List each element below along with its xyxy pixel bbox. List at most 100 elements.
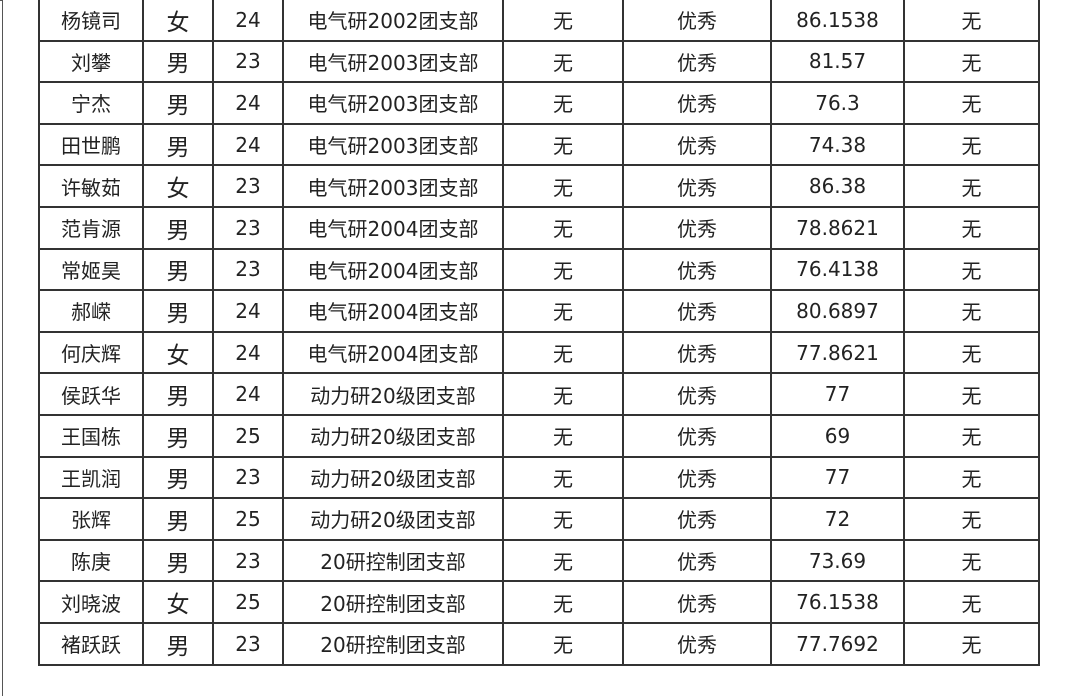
age-cell: 23 — [212, 39, 284, 84]
rating-cell: 优秀 — [622, 289, 772, 333]
rating-cell: 优秀 — [622, 81, 772, 125]
score-cell: 73.69 — [770, 538, 905, 583]
rating-cell: 优秀 — [622, 372, 772, 416]
name-cell: 田世鹏 — [38, 122, 144, 167]
age-cell: 25 — [212, 580, 284, 624]
column8-cell: 无 — [903, 372, 1040, 416]
column8-cell: 无 — [903, 289, 1040, 333]
table-row: 杨镜司女 24 电气研2002团支部无优秀 86.1538 无 — [38, 0, 1040, 42]
name-cell: 陈庚 — [38, 538, 144, 583]
column8-cell: 无 — [903, 413, 1040, 458]
name-cell: 张辉 — [38, 497, 144, 541]
name-cell: 侯跃华 — [38, 372, 144, 416]
table-row: 郝嵘男 24 电气研2004团支部无优秀 80.6897 无 — [38, 289, 1040, 333]
table-row: 宁杰男 24 电气研2003团支部无优秀 76.3 无 — [38, 81, 1040, 125]
table-row: 褚跃跃男 23 20研控制团支部无优秀 77.7692 无 — [38, 621, 1040, 666]
age-cell: 24 — [212, 372, 284, 416]
column8-cell: 无 — [903, 205, 1040, 250]
page-edge-line — [2, 0, 3, 696]
column8-cell: 无 — [903, 330, 1040, 375]
sex-cell: 男 — [142, 205, 214, 250]
rating-cell: 优秀 — [622, 39, 772, 84]
score-cell: 77 — [770, 455, 905, 500]
column5-cell: 无 — [502, 0, 624, 42]
score-cell: 76.4138 — [770, 247, 905, 292]
sex-cell: 男 — [142, 247, 214, 292]
sex-cell: 男 — [142, 81, 214, 125]
sex-cell: 男 — [142, 372, 214, 416]
column5-cell: 无 — [502, 621, 624, 666]
rating-cell: 优秀 — [622, 413, 772, 458]
branch-cell: 电气研2004团支部 — [282, 247, 504, 292]
sex-cell: 男 — [142, 621, 214, 666]
rating-cell: 优秀 — [622, 497, 772, 541]
column8-cell: 无 — [903, 81, 1040, 125]
column5-cell: 无 — [502, 497, 624, 541]
score-cell: 74.38 — [770, 122, 905, 167]
table-row: 范肯源男 23 电气研2004团支部无优秀 78.8621 无 — [38, 205, 1040, 250]
column8-cell: 无 — [903, 455, 1040, 500]
branch-cell: 20研控制团支部 — [282, 621, 504, 666]
column8-cell: 无 — [903, 0, 1040, 42]
column5-cell: 无 — [502, 538, 624, 583]
branch-cell: 电气研2004团支部 — [282, 205, 504, 250]
score-cell: 69 — [770, 413, 905, 458]
branch-cell: 20研控制团支部 — [282, 580, 504, 624]
branch-cell: 电气研2003团支部 — [282, 164, 504, 208]
score-cell: 81.57 — [770, 39, 905, 84]
sex-cell: 女 — [142, 0, 214, 42]
age-cell: 23 — [212, 164, 284, 208]
rating-cell: 优秀 — [622, 164, 772, 208]
branch-cell: 电气研2002团支部 — [282, 0, 504, 42]
branch-cell: 动力研20级团支部 — [282, 455, 504, 500]
age-cell: 24 — [212, 330, 284, 375]
column8-cell: 无 — [903, 122, 1040, 167]
name-cell: 王国栋 — [38, 413, 144, 458]
age-cell: 23 — [212, 205, 284, 250]
column5-cell: 无 — [502, 247, 624, 292]
column5-cell: 无 — [502, 122, 624, 167]
member-table: 杨镜司女 24 电气研2002团支部无优秀 86.1538 无刘攀男 23 电气研2003团… — [38, 0, 1040, 666]
table-row: 王凯润男 23 动力研20级团支部无优秀 77 无 — [38, 455, 1040, 500]
score-cell: 86.1538 — [770, 0, 905, 42]
table-row: 陈庚男 23 20研控制团支部无优秀 73.69 无 — [38, 538, 1040, 583]
sex-cell: 男 — [142, 289, 214, 333]
column5-cell: 无 — [502, 372, 624, 416]
branch-cell: 动力研20级团支部 — [282, 497, 504, 541]
age-cell: 23 — [212, 538, 284, 583]
age-cell: 23 — [212, 455, 284, 500]
column5-cell: 无 — [502, 164, 624, 208]
branch-cell: 电气研2003团支部 — [282, 39, 504, 84]
score-cell: 77 — [770, 372, 905, 416]
sex-cell: 男 — [142, 413, 214, 458]
table-row: 刘攀男 23 电气研2003团支部无优秀 81.57 无 — [38, 39, 1040, 84]
table-row: 常姬昊男 23 电气研2004团支部无优秀 76.4138 无 — [38, 247, 1040, 292]
name-cell: 王凯润 — [38, 455, 144, 500]
rating-cell: 优秀 — [622, 538, 772, 583]
name-cell: 何庆辉 — [38, 330, 144, 375]
column5-cell: 无 — [502, 455, 624, 500]
rating-cell: 优秀 — [622, 580, 772, 624]
column5-cell: 无 — [502, 81, 624, 125]
score-cell: 76.3 — [770, 81, 905, 125]
column8-cell: 无 — [903, 164, 1040, 208]
sex-cell: 男 — [142, 538, 214, 583]
branch-cell: 电气研2003团支部 — [282, 81, 504, 125]
column5-cell: 无 — [502, 413, 624, 458]
rating-cell: 优秀 — [622, 247, 772, 292]
column8-cell: 无 — [903, 247, 1040, 292]
branch-cell: 动力研20级团支部 — [282, 413, 504, 458]
table-row: 刘晓波女 25 20研控制团支部无优秀 76.1538 无 — [38, 580, 1040, 624]
branch-cell: 20研控制团支部 — [282, 538, 504, 583]
column5-cell: 无 — [502, 330, 624, 375]
age-cell: 23 — [212, 621, 284, 666]
score-cell: 86.38 — [770, 164, 905, 208]
age-cell: 25 — [212, 497, 284, 541]
rating-cell: 优秀 — [622, 455, 772, 500]
column8-cell: 无 — [903, 580, 1040, 624]
column8-cell: 无 — [903, 621, 1040, 666]
rating-cell: 优秀 — [622, 330, 772, 375]
sex-cell: 女 — [142, 164, 214, 208]
name-cell: 杨镜司 — [38, 0, 144, 42]
name-cell: 常姬昊 — [38, 247, 144, 292]
